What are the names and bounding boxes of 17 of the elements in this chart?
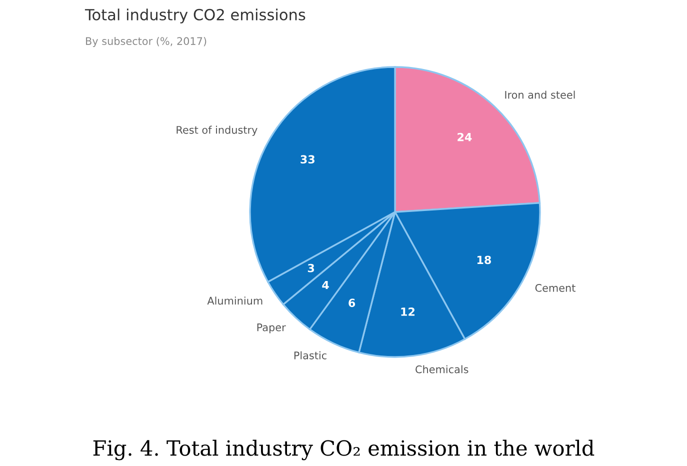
- slice-label: Cement: [535, 284, 576, 292]
- slice-label: Plastic: [294, 351, 326, 360]
- data-label: 12: [401, 308, 414, 316]
- data-label: 3: [308, 264, 314, 272]
- slice-label: Paper: [257, 324, 286, 334]
- chart-title: Total industry CO2 emissions: [84, 8, 306, 24]
- slice-label: Rest of industry: [176, 126, 258, 136]
- caption: Fig. 4. Total industry CO₂ emission in the world: [93, 440, 594, 460]
- slice-label: Aluminium: [207, 296, 262, 305]
- data-label: 6: [348, 298, 356, 308]
- data-label: 24: [458, 132, 472, 142]
- slice-label: Iron and steel: [505, 90, 575, 99]
- data-label: 33: [300, 155, 314, 164]
- slice-label: Chemicals: [416, 365, 468, 374]
- data-label: 4: [322, 280, 329, 290]
- chart-subtitle: By subsector (%, 2017): [86, 36, 206, 48]
- data-label: 18: [477, 256, 491, 264]
